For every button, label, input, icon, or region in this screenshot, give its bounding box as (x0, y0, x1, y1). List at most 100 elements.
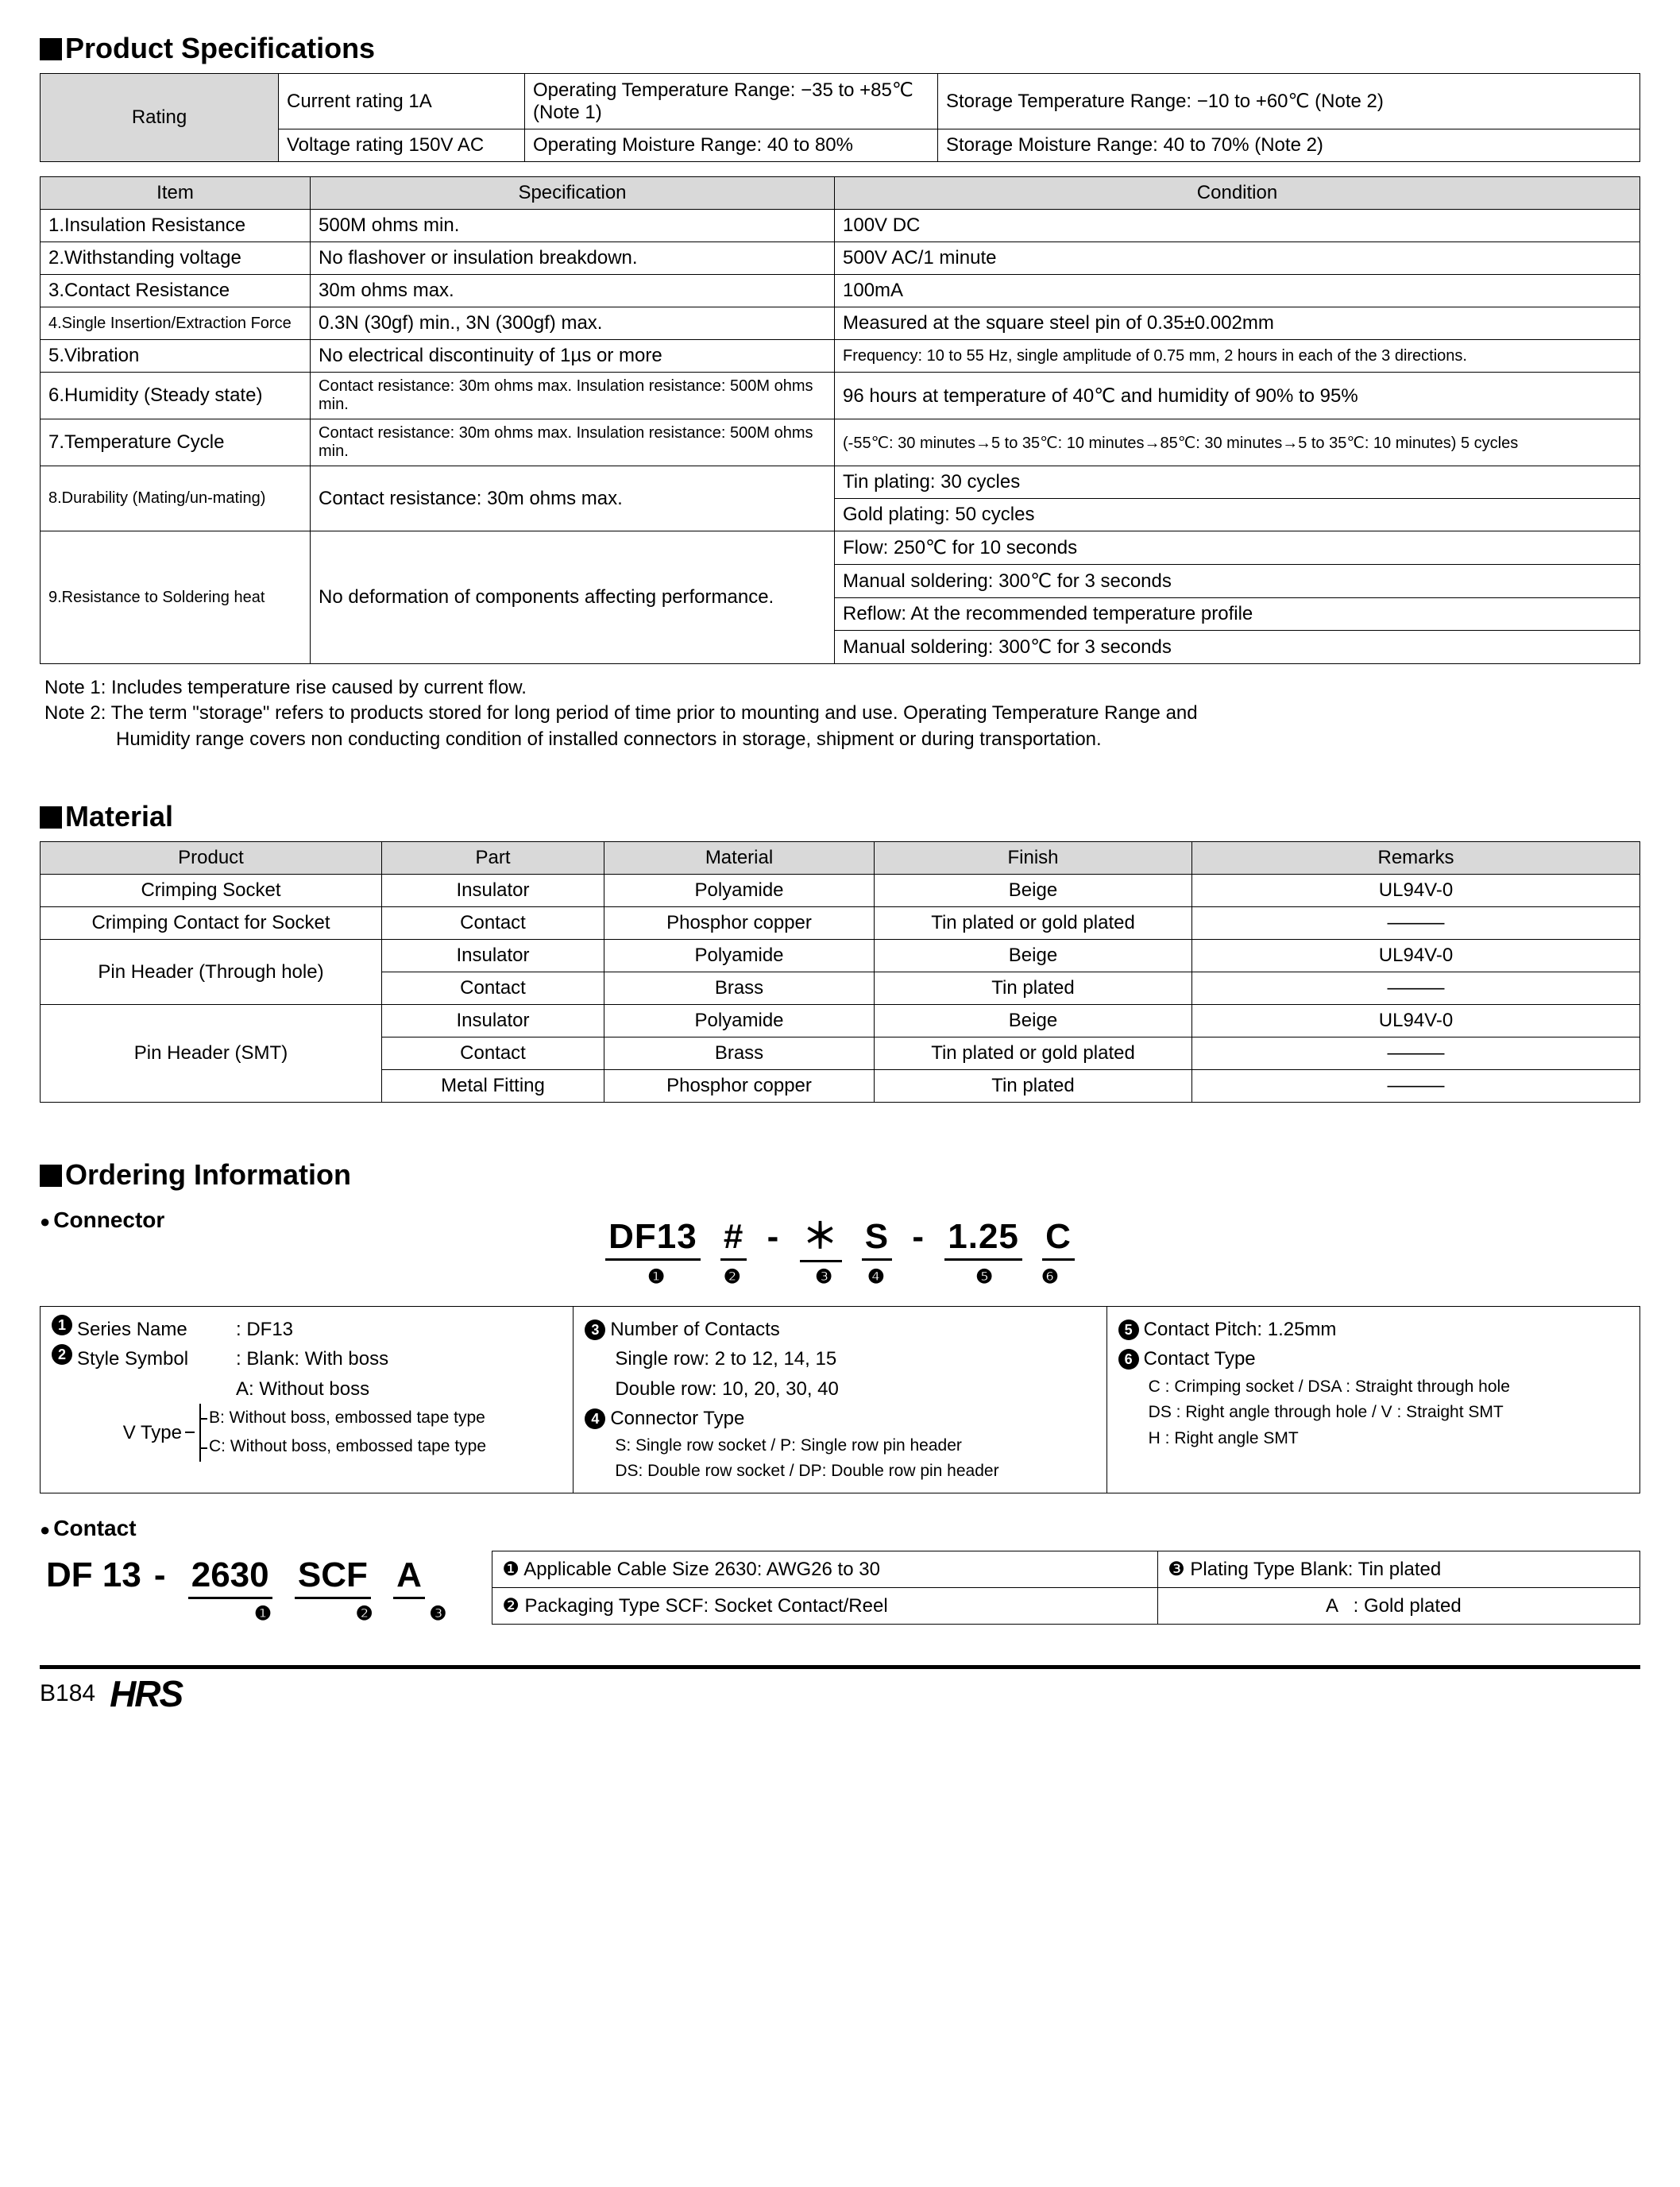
mat-finish: Beige (875, 875, 1192, 907)
notes: Note 1: Includes temperature rise caused… (44, 675, 1640, 752)
spec-item: 7.Temperature Cycle (41, 419, 311, 466)
spec-cond: Reflow: At the recommended temperature p… (835, 598, 1640, 631)
mat-material: Polyamide (604, 940, 875, 972)
spec-cond: Manual soldering: 300℃ for 3 seconds (835, 631, 1640, 664)
spec-item: 5.Vibration (41, 340, 311, 373)
spec-spec: 30m ohms max. (311, 275, 835, 307)
spec-item: 6.Humidity (Steady state) (41, 373, 311, 419)
mat-material: Polyamide (604, 875, 875, 907)
connector-code: DF13 # - ＊ S - 1.25 C (40, 1207, 1640, 1262)
spec-cond: 100V DC (835, 210, 1640, 242)
spec-item: 1.Insulation Resistance (41, 210, 311, 242)
spec-item: 8.Durability (Mating/un-mating) (41, 466, 311, 531)
section-title-material: Material (40, 800, 1640, 833)
rating-op-moist: Operating Moisture Range: 40 to 80% (525, 129, 938, 162)
mat-finish: Beige (875, 940, 1192, 972)
spec-th-spec: Specification (311, 177, 835, 210)
mat-finish: Tin plated or gold plated (875, 907, 1192, 940)
logo: HRS (110, 1672, 182, 1715)
contact-r2c2: A : Gold plated (1158, 1588, 1640, 1625)
mat-product: Crimping Contact for Socket (41, 907, 382, 940)
mat-th-material: Material (604, 842, 875, 875)
contact-code-block: DF 13- 2630 SCF A ❶ ❷ ❸ (40, 1551, 460, 1625)
mat-finish: Tin plated (875, 972, 1192, 1005)
spec-item: 9.Resistance to Soldering heat (41, 531, 311, 664)
mat-th-remarks: Remarks (1192, 842, 1640, 875)
connector-desc: 1Series Name: DF13 2Style Symbol: Blank:… (40, 1306, 1640, 1493)
conn-col-2: 3Number of Contacts Single row: 2 to 12,… (573, 1307, 1106, 1493)
rating-op-temp: Operating Temperature Range: −35 to +85℃… (525, 74, 938, 129)
mat-remarks: ――― (1192, 972, 1640, 1005)
section-title-ordering: Ordering Information (40, 1158, 1640, 1192)
spec-spec: 500M ohms min. (311, 210, 835, 242)
spec-spec: No electrical discontinuity of 1µs or mo… (311, 340, 835, 373)
spec-spec: Contact resistance: 30m ohms max. (311, 466, 835, 531)
mat-th-product: Product (41, 842, 382, 875)
conn-col-1: 1Series Name: DF13 2Style Symbol: Blank:… (41, 1307, 573, 1493)
mat-product: Crimping Socket (41, 875, 382, 907)
mat-remarks: UL94V-0 (1192, 875, 1640, 907)
mat-part: Insulator (382, 1005, 604, 1037)
spec-cond: Manual soldering: 300℃ for 3 seconds (835, 565, 1640, 598)
mat-material: Brass (604, 1037, 875, 1070)
mat-material: Phosphor copper (604, 1070, 875, 1103)
spec-spec: No flashover or insulation breakdown. (311, 242, 835, 275)
mat-material: Brass (604, 972, 875, 1005)
mat-product: Pin Header (Through hole) (41, 940, 382, 1005)
note-1: Note 1: Includes temperature rise caused… (44, 675, 1640, 701)
spec-item: 4.Single Insertion/Extraction Force (41, 307, 311, 340)
rating-voltage: Voltage rating 150V AC (279, 129, 525, 162)
contact-r2c1: ❷ Packaging Type SCF: Socket Contact/Ree… (492, 1588, 1158, 1625)
rating-current: Current rating 1A (279, 74, 525, 129)
mat-material: Polyamide (604, 1005, 875, 1037)
mat-part: Insulator (382, 940, 604, 972)
spec-item: 2.Withstanding voltage (41, 242, 311, 275)
spec-table: Item Specification Condition 1.Insulatio… (40, 176, 1640, 664)
spec-spec: No deformation of components affecting p… (311, 531, 835, 664)
mat-remarks: ――― (1192, 1037, 1640, 1070)
spec-th-cond: Condition (835, 177, 1640, 210)
mat-finish: Tin plated (875, 1070, 1192, 1103)
note-2b: Humidity range covers non conducting con… (116, 727, 1640, 752)
spec-cond: Flow: 250℃ for 10 seconds (835, 531, 1640, 565)
spec-spec: Contact resistance: 30m ohms max. Insula… (311, 419, 835, 466)
spec-cond: 100mA (835, 275, 1640, 307)
page-footer: B184 HRS (40, 1672, 1640, 1715)
rating-table: Rating Current rating 1A Operating Tempe… (40, 73, 1640, 162)
mat-part: Metal Fitting (382, 1070, 604, 1103)
mat-part: Contact (382, 972, 604, 1005)
mat-th-finish: Finish (875, 842, 1192, 875)
mat-remarks: UL94V-0 (1192, 940, 1640, 972)
spec-spec: 0.3N (30gf) min., 3N (300gf) max. (311, 307, 835, 340)
spec-cond: Tin plating: 30 cycles (835, 466, 1640, 499)
spec-cond: Frequency: 10 to 55 Hz, single amplitude… (835, 340, 1640, 373)
spec-spec: Contact resistance: 30m ohms max. Insula… (311, 373, 835, 419)
mat-finish: Tin plated or gold plated (875, 1037, 1192, 1070)
material-table: Product Part Material Finish Remarks Cri… (40, 841, 1640, 1103)
section-title-spec: Product Specifications (40, 32, 1640, 65)
note-2a: Note 2: The term "storage" refers to pro… (44, 701, 1640, 726)
contact-r1c2: ❸ Plating Type Blank: Tin plated (1158, 1551, 1640, 1588)
contact-desc-table: ❶ Applicable Cable Size 2630: AWG26 to 3… (492, 1551, 1640, 1625)
connector-nums: ❶ ❷ ❸ ❹ ❺ ❻ (40, 1265, 1640, 1289)
spec-cond: Measured at the square steel pin of 0.35… (835, 307, 1640, 340)
spec-cond: (-55℃: 30 minutes→5 to 35℃: 10 minutes→8… (835, 419, 1640, 466)
sub-contact: Contact (40, 1516, 1640, 1541)
mat-remarks: ――― (1192, 907, 1640, 940)
rating-st-moist: Storage Moisture Range: 40 to 70% (Note … (938, 129, 1640, 162)
mat-part: Insulator (382, 875, 604, 907)
page-number: B184 (40, 1680, 95, 1707)
mat-remarks: ――― (1192, 1070, 1640, 1103)
spec-item: 3.Contact Resistance (41, 275, 311, 307)
contact-r1c1: ❶ Applicable Cable Size 2630: AWG26 to 3… (492, 1551, 1158, 1588)
mat-material: Phosphor copper (604, 907, 875, 940)
mat-th-part: Part (382, 842, 604, 875)
rating-header: Rating (41, 74, 279, 162)
conn-col-3: 5Contact Pitch: 1.25mm 6Contact Type C :… (1106, 1307, 1639, 1493)
spec-cond: 500V AC/1 minute (835, 242, 1640, 275)
spec-cond: Gold plating: 50 cycles (835, 499, 1640, 531)
rating-st-temp: Storage Temperature Range: −10 to +60℃ (… (938, 74, 1640, 129)
spec-cond: 96 hours at temperature of 40℃ and humid… (835, 373, 1640, 419)
mat-finish: Beige (875, 1005, 1192, 1037)
spec-th-item: Item (41, 177, 311, 210)
